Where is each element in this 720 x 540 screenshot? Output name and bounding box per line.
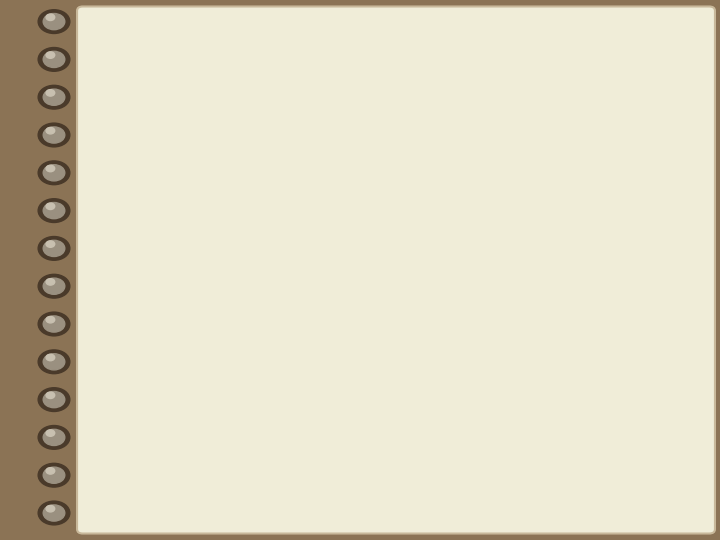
Text: u: u [114, 379, 127, 397]
Text: .: . [456, 325, 462, 342]
Text: Acid-Fast Stain (Ziehl-Nielsen Stain): Acid-Fast Stain (Ziehl-Nielsen Stain) [161, 127, 598, 147]
Text: Mycobacterium: Mycobacterium [389, 288, 523, 306]
Text: organisms of the genus: organisms of the genus [154, 288, 366, 306]
Text: pathogens of the genus: pathogens of the genus [154, 325, 367, 342]
Text: u: u [114, 252, 127, 270]
Text: These bacteria have waxy cell walls, which makes
them difficult to stain.: These bacteria have waxy cell walls, whi… [154, 379, 593, 421]
Text: B.: B. [114, 127, 139, 147]
Text: 2. Differential Stains: 2. Differential Stains [145, 76, 365, 94]
Text: Used to detect tuberculosis and leprosy causing: Used to detect tuberculosis and leprosy … [154, 252, 575, 270]
Text: Modification of a method developed in 1882 by
Paul Ehrlich.: Modification of a method developed in 18… [154, 179, 567, 221]
Text: u: u [114, 179, 127, 197]
Text: Nocardia: Nocardia [386, 325, 463, 342]
Text: and: and [521, 288, 559, 306]
Text: Preparation of Specimens for Microscopy: Preparation of Specimens for Microscopy [114, 34, 677, 58]
